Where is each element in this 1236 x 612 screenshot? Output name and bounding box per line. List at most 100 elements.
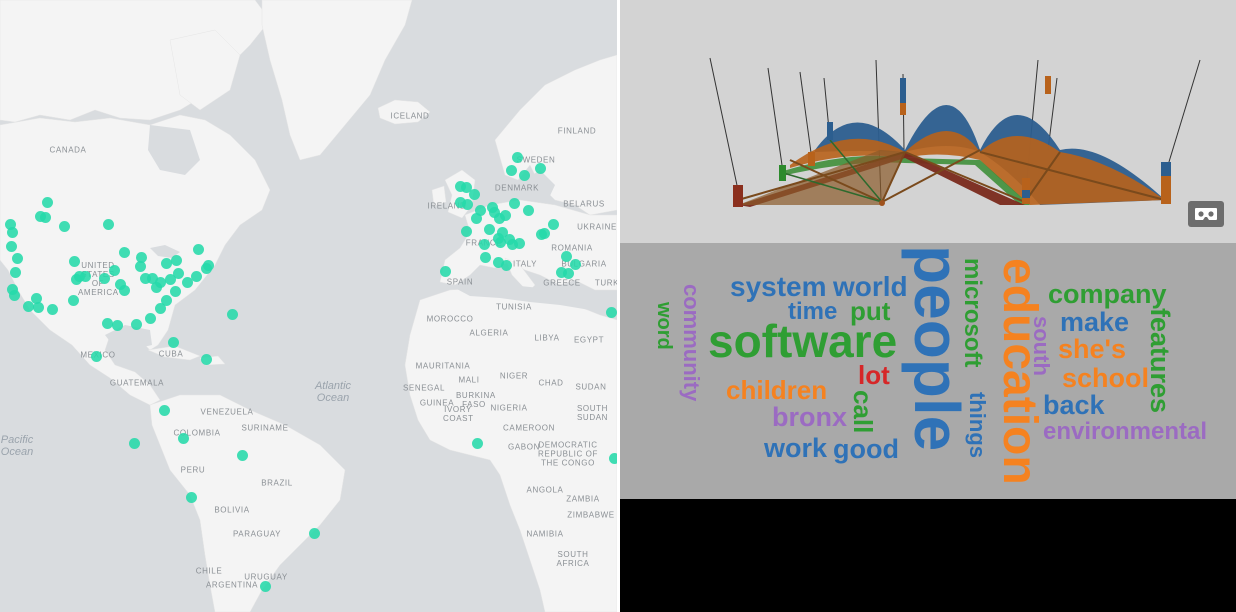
map-marker[interactable] (146, 272, 158, 284)
word-features[interactable]: features (1145, 308, 1175, 414)
map-marker[interactable] (177, 432, 189, 444)
word-put[interactable]: put (850, 296, 891, 326)
map-marker[interactable] (474, 204, 486, 216)
map-marker[interactable] (454, 196, 466, 208)
map-marker[interactable] (493, 212, 505, 224)
word-make[interactable]: make (1060, 307, 1130, 337)
map-marker[interactable] (73, 270, 85, 282)
map-marker[interactable] (608, 452, 617, 464)
word-bronx[interactable]: bronx (772, 402, 848, 432)
map-marker[interactable] (170, 254, 182, 266)
map-marker[interactable] (562, 267, 574, 279)
map-marker[interactable] (439, 265, 451, 277)
map-marker[interactable] (505, 164, 517, 176)
map-marker[interactable] (5, 240, 17, 252)
map-marker[interactable] (547, 218, 559, 230)
map-marker[interactable] (154, 302, 166, 314)
map-marker[interactable] (534, 162, 546, 174)
word-things[interactable]: things (965, 392, 990, 458)
map-marker[interactable] (454, 180, 466, 192)
map-marker[interactable] (492, 256, 504, 268)
map-marker[interactable] (158, 404, 170, 416)
map-marker[interactable] (200, 353, 212, 365)
map-marker[interactable] (308, 527, 320, 539)
map-marker[interactable] (98, 272, 110, 284)
3d-sankey-view[interactable] (620, 0, 1236, 243)
map-marker[interactable] (39, 211, 51, 223)
word-children[interactable]: children (726, 375, 828, 405)
map-marker[interactable] (470, 212, 482, 224)
map-marker[interactable] (139, 272, 151, 284)
word-south[interactable]: south (1029, 316, 1054, 376)
word-word[interactable]: word (653, 302, 675, 350)
word-work[interactable]: work (764, 433, 828, 463)
map-marker[interactable] (500, 259, 512, 271)
map-marker[interactable] (114, 278, 126, 290)
map-marker[interactable] (90, 350, 102, 362)
word-company[interactable]: company (1048, 279, 1167, 309)
word-shes[interactable]: she's (1058, 334, 1126, 364)
map-marker[interactable] (30, 292, 42, 304)
map-marker[interactable] (128, 437, 140, 449)
word-system[interactable]: system (730, 271, 827, 302)
map-marker[interactable] (11, 252, 23, 264)
map-marker[interactable] (479, 251, 491, 263)
map-marker[interactable] (58, 220, 70, 232)
map-marker[interactable] (192, 243, 204, 255)
map-marker[interactable] (471, 437, 483, 449)
word-world[interactable]: world (833, 271, 908, 302)
map-marker[interactable] (494, 236, 506, 248)
map-marker[interactable] (32, 301, 44, 313)
map-marker[interactable] (135, 251, 147, 263)
map-marker[interactable] (46, 303, 58, 315)
word-school[interactable]: school (1062, 363, 1150, 393)
map-marker[interactable] (555, 266, 567, 278)
map-marker[interactable] (67, 294, 79, 306)
word-good[interactable]: good (833, 434, 899, 464)
map-marker[interactable] (6, 226, 18, 238)
map-marker[interactable] (169, 285, 181, 297)
map-marker[interactable] (118, 284, 130, 296)
map-marker[interactable] (160, 294, 172, 306)
map-marker[interactable] (101, 317, 113, 329)
map-marker[interactable] (6, 283, 18, 295)
map-marker[interactable] (226, 308, 238, 320)
word-call[interactable]: call (848, 390, 878, 434)
map-marker[interactable] (508, 197, 520, 209)
map-marker[interactable] (236, 449, 248, 461)
map-marker[interactable] (518, 169, 530, 181)
word-community[interactable]: community (679, 284, 704, 402)
map-marker[interactable] (513, 237, 525, 249)
map-marker[interactable] (8, 289, 20, 301)
word-back[interactable]: back (1043, 390, 1105, 420)
map-marker[interactable] (460, 181, 472, 193)
map-marker[interactable] (522, 204, 534, 216)
map-marker[interactable] (130, 318, 142, 330)
map-marker[interactable] (461, 198, 473, 210)
map-marker[interactable] (4, 218, 16, 230)
map-marker[interactable] (108, 264, 120, 276)
map-marker[interactable] (569, 258, 581, 270)
word-software[interactable]: software (708, 315, 898, 367)
map-marker[interactable] (41, 196, 53, 208)
map-marker[interactable] (150, 281, 162, 293)
word-time[interactable]: time (788, 298, 838, 325)
map-marker[interactable] (22, 300, 34, 312)
map-marker[interactable] (560, 250, 572, 262)
map-marker[interactable] (111, 319, 123, 331)
map-marker[interactable] (496, 226, 508, 238)
map-marker[interactable] (483, 223, 495, 235)
map-marker[interactable] (160, 257, 172, 269)
map-marker[interactable] (511, 151, 523, 163)
vr-mode-button[interactable] (1188, 201, 1224, 227)
map-marker[interactable] (164, 273, 176, 285)
map-marker[interactable] (185, 491, 197, 503)
word-environmental[interactable]: environmental (1043, 418, 1208, 445)
map-marker[interactable] (172, 267, 184, 279)
word-lot[interactable]: lot (858, 360, 890, 390)
map-marker[interactable] (102, 218, 114, 230)
map-marker[interactable] (538, 227, 550, 239)
map-marker[interactable] (488, 206, 500, 218)
map-marker[interactable] (499, 209, 511, 221)
map-marker[interactable] (506, 238, 518, 250)
